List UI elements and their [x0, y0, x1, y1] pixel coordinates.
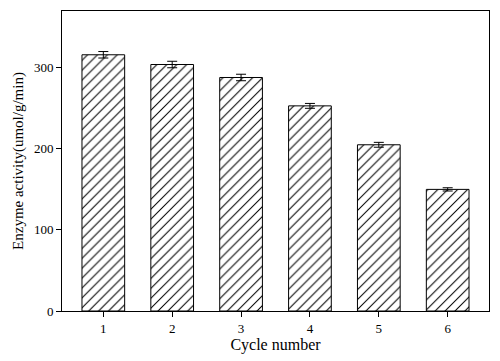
- svg-text:100: 100: [34, 222, 54, 237]
- svg-text:Enzyme activity(umol/g/min): Enzyme activity(umol/g/min): [10, 72, 27, 250]
- svg-text:2: 2: [169, 321, 176, 336]
- svg-text:4: 4: [307, 321, 314, 336]
- svg-text:1: 1: [100, 321, 107, 336]
- svg-text:3: 3: [238, 321, 245, 336]
- svg-text:300: 300: [34, 60, 54, 75]
- svg-text:0: 0: [47, 304, 54, 319]
- svg-text:5: 5: [376, 321, 383, 336]
- svg-text:Cycle number: Cycle number: [230, 336, 321, 354]
- svg-text:6: 6: [444, 321, 451, 336]
- svg-text:200: 200: [34, 141, 54, 156]
